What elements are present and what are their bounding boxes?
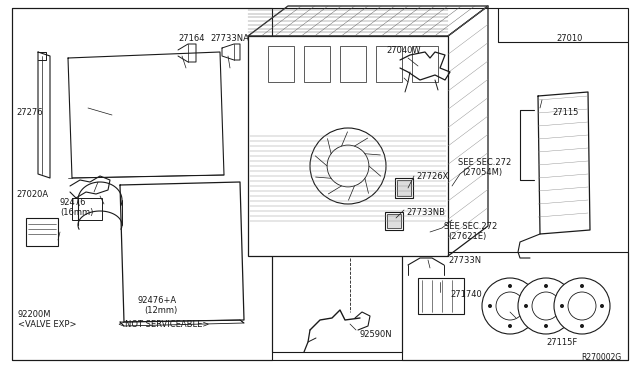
Bar [268,46,294,82]
Bar [26,218,58,246]
Bar [395,178,413,198]
Bar [340,46,366,82]
Text: 92476+A: 92476+A [138,296,177,305]
Circle shape [508,324,512,328]
Circle shape [544,284,548,288]
Text: 27726X: 27726X [416,172,449,181]
Text: 27733NA: 27733NA [210,34,249,43]
Text: R270002G: R270002G [582,353,622,362]
Bar [272,252,402,352]
Circle shape [544,324,548,328]
Circle shape [580,284,584,288]
Text: 27020A: 27020A [16,190,48,199]
Text: 27733NB: 27733NB [406,208,445,217]
Text: <VALVE EXP>: <VALVE EXP> [18,320,77,329]
Bar [72,198,102,220]
Text: 27040W: 27040W [386,46,420,55]
Text: (12mm): (12mm) [144,306,177,315]
Bar [387,214,401,228]
Circle shape [528,304,532,308]
Text: 92476: 92476 [60,198,86,207]
Circle shape [488,304,492,308]
Text: SEE SEC.272: SEE SEC.272 [458,158,511,167]
Bar [412,46,438,82]
Text: 27010: 27010 [556,34,582,43]
Bar [397,180,411,196]
Bar [385,212,403,230]
Text: 27733N: 27733N [448,256,481,265]
Text: (16mm): (16mm) [60,208,93,217]
Text: 27164: 27164 [178,34,205,43]
Circle shape [600,304,604,308]
Bar [418,278,464,314]
Circle shape [554,278,610,334]
Text: 27276: 27276 [16,108,43,117]
Text: 271740: 271740 [450,290,482,299]
Text: (27621E): (27621E) [448,232,486,241]
Circle shape [524,304,528,308]
Circle shape [564,304,568,308]
Text: 27115F: 27115F [546,338,577,347]
Text: 92200M: 92200M [18,310,51,319]
Bar [376,46,402,82]
Circle shape [482,278,538,334]
Text: SEE SEC.272: SEE SEC.272 [444,222,497,231]
Text: 27115: 27115 [552,108,579,117]
Bar [12,8,272,360]
Circle shape [580,324,584,328]
Bar [248,36,448,256]
Circle shape [560,304,564,308]
Text: 92590N: 92590N [360,330,392,339]
Bar [304,46,330,82]
Circle shape [518,278,574,334]
Text: (27054M): (27054M) [462,168,502,177]
Text: <NOT SERVICEABLE>: <NOT SERVICEABLE> [118,320,209,329]
Circle shape [508,284,512,288]
Bar [402,252,628,360]
